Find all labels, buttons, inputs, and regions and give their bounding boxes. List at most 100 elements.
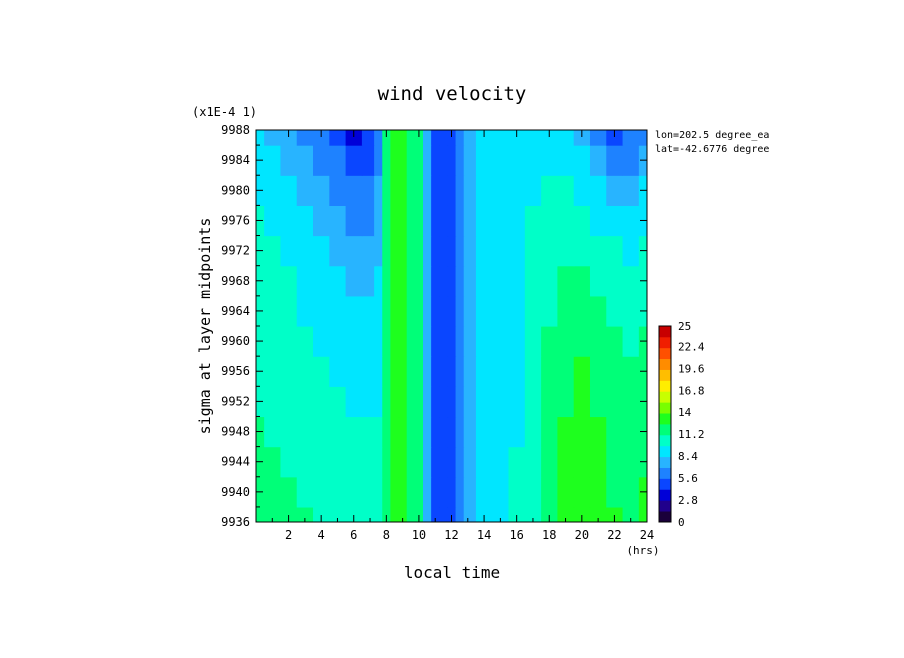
- heatmap-cell: [345, 386, 363, 418]
- heatmap-cell: [414, 506, 424, 522]
- heatmap-cell: [264, 416, 282, 448]
- heatmap-cell: [414, 265, 424, 297]
- heatmap-cell: [541, 295, 558, 327]
- heatmap-cell: [447, 205, 457, 237]
- heatmap-cell: [361, 205, 375, 237]
- heatmap-cell: [361, 235, 375, 267]
- heatmap-cell: [406, 506, 416, 522]
- colorbar-swatch: [659, 456, 671, 468]
- heatmap-cell: [573, 235, 591, 267]
- x-tick-label: 20: [575, 528, 589, 542]
- heatmap-cell: [390, 416, 400, 448]
- heatmap-cell: [345, 265, 363, 297]
- heatmap-cell: [541, 476, 558, 508]
- heatmap-cell: [589, 356, 607, 387]
- heatmap-cell: [361, 326, 375, 357]
- heatmap-cell: [390, 356, 400, 387]
- colorbar-swatch: [659, 511, 671, 523]
- heatmap-cell: [406, 205, 416, 237]
- heatmap-cell: [541, 130, 558, 146]
- heatmap-cell: [329, 326, 347, 357]
- heatmap-cell: [541, 265, 558, 297]
- heatmap-cell: [557, 386, 575, 418]
- heatmap-cell: [557, 205, 575, 237]
- heatmap-cell: [622, 205, 640, 237]
- heatmap-cell: [431, 476, 440, 508]
- heatmap-cell: [329, 506, 347, 522]
- heatmap-cell: [398, 326, 408, 357]
- heatmap-cell: [414, 386, 424, 418]
- heatmap-cell: [439, 446, 449, 478]
- colorbar-swatch: [659, 369, 671, 381]
- heatmap-cell: [557, 506, 575, 522]
- heatmap-cell: [345, 506, 363, 522]
- heatmap-cell: [382, 265, 392, 297]
- heatmap-cell: [557, 295, 575, 327]
- heatmap-cell: [313, 265, 330, 297]
- heatmap-cell: [406, 145, 416, 176]
- heatmap-cell: [382, 356, 392, 387]
- y-tick-label: 9964: [221, 304, 250, 318]
- heatmap-cell: [463, 386, 477, 418]
- heatmap-cell: [524, 446, 542, 478]
- heatmap-cell: [606, 506, 624, 522]
- heatmap-cell: [606, 175, 624, 206]
- heatmap-cell: [329, 446, 347, 478]
- heatmap-cell: [329, 265, 347, 297]
- colorbar-tick-label: 2.8: [678, 494, 698, 507]
- heatmap-cell: [508, 506, 526, 522]
- heatmap-cell: [573, 356, 591, 387]
- heatmap-cell: [296, 446, 314, 478]
- heatmap-cell: [589, 175, 607, 206]
- heatmap-cell: [361, 416, 375, 448]
- heatmap-cell: [508, 265, 526, 297]
- heatmap-cell: [439, 175, 449, 206]
- heatmap-cell: [447, 175, 457, 206]
- y-tick-label: 9940: [221, 485, 250, 499]
- heatmap-cell: [439, 386, 449, 418]
- colorbar-swatch: [659, 413, 671, 425]
- heatmap-cell: [390, 130, 400, 146]
- heatmap-cell: [455, 205, 465, 237]
- heatmap-cell: [398, 416, 408, 448]
- heatmap-cell: [622, 476, 640, 508]
- heatmap-cell: [557, 356, 575, 387]
- heatmap-cell: [382, 506, 392, 522]
- heatmap-cell: [606, 356, 624, 387]
- heatmap-cell: [374, 326, 383, 357]
- heatmap-cell: [439, 235, 449, 267]
- heatmap-cell: [557, 145, 575, 176]
- heatmap-cell: [382, 476, 392, 508]
- colorbar-swatch: [659, 467, 671, 479]
- heatmap-cell: [345, 326, 363, 357]
- heatmap-cell: [422, 416, 432, 448]
- heatmap-cell: [524, 416, 542, 448]
- heatmap-cell: [492, 265, 510, 297]
- heatmap-cell: [280, 295, 298, 327]
- colorbar-swatch: [659, 424, 671, 436]
- heatmap-cell: [313, 386, 330, 418]
- x-axis: 2 4 6 8 10 12 14 16 18 20 22 24: [271, 130, 654, 542]
- heatmap-cell: [463, 295, 477, 327]
- heatmap-cell: [390, 205, 400, 237]
- heatmap-cell: [390, 386, 400, 418]
- heatmap-cell: [296, 356, 314, 387]
- heatmap-cell: [345, 416, 363, 448]
- heatmap-cell: [573, 386, 591, 418]
- heatmap-cell: [329, 235, 347, 267]
- heatmap-cell: [313, 205, 330, 237]
- y-tick-label: 9936: [221, 515, 250, 529]
- heatmap-cell: [541, 416, 558, 448]
- heatmap-cell: [622, 326, 640, 357]
- heatmap-cell: [382, 205, 392, 237]
- colorbar-swatch: [659, 434, 671, 447]
- heatmap-cell: [541, 386, 558, 418]
- heatmap-cell: [406, 386, 416, 418]
- heatmap-cell: [638, 130, 647, 146]
- heatmap-cell: [541, 205, 558, 237]
- x-tick-label: 16: [509, 528, 523, 542]
- heatmap-cell: [280, 446, 298, 478]
- heatmap-cell: [622, 356, 640, 387]
